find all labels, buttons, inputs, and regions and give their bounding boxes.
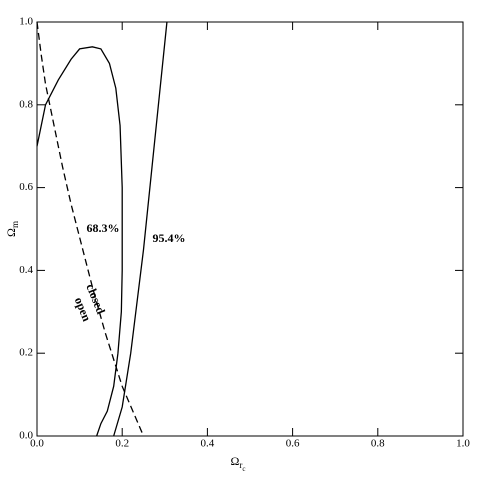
curve-label: 95.4% bbox=[153, 231, 186, 245]
x-tick-label: 1.0 bbox=[456, 438, 470, 450]
plot-frame bbox=[36, 21, 464, 437]
x-label-main: Ω bbox=[230, 454, 239, 468]
x-tick-label: 0.8 bbox=[371, 438, 385, 450]
x-tick-label: 0.0 bbox=[30, 438, 44, 450]
x-label-subsub: c bbox=[242, 465, 245, 473]
x-tick-label: 0.2 bbox=[115, 438, 129, 450]
y-label-sub: m bbox=[10, 221, 20, 228]
x-label-sub: r bbox=[239, 460, 242, 470]
x-tick-label: 0.4 bbox=[201, 438, 215, 450]
y-tick-label: 0.8 bbox=[19, 98, 33, 110]
y-tick-label: 0.6 bbox=[19, 181, 33, 193]
y-tick-label: 0.0 bbox=[19, 430, 33, 442]
x-tick-label: 0.6 bbox=[286, 438, 300, 450]
y-axis-label: Ωm bbox=[4, 221, 20, 237]
contour-line bbox=[113, 21, 168, 437]
y-tick-label: 0.4 bbox=[19, 264, 33, 276]
y-tick-label: 1.0 bbox=[19, 16, 33, 28]
y-tick-label: 0.2 bbox=[19, 347, 33, 359]
curve-label: 68.3% bbox=[87, 221, 120, 235]
x-axis-label: Ωrc bbox=[230, 454, 245, 473]
y-label-main: Ω bbox=[4, 228, 18, 237]
contour-line bbox=[36, 46, 123, 437]
